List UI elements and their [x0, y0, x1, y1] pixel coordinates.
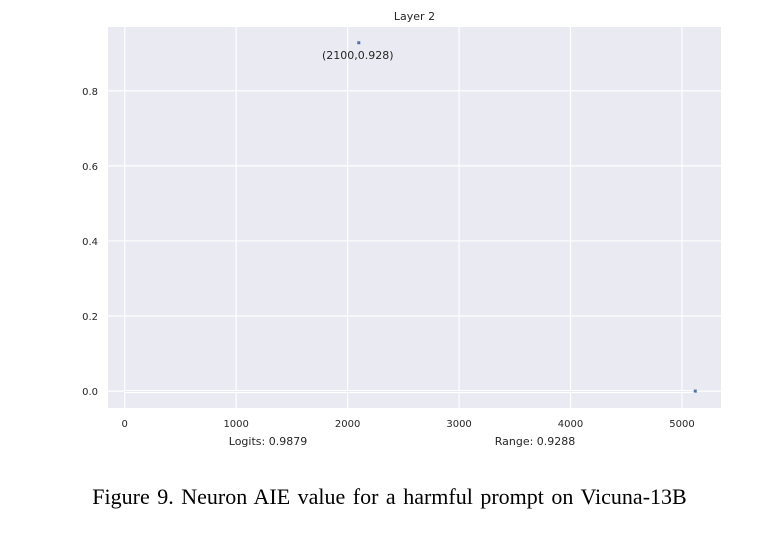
y-tick-label: 0.2 — [82, 312, 98, 323]
peak-annotation: (2100,0.928) — [322, 49, 394, 62]
x-tick-label: 4000 — [558, 419, 583, 430]
figure-caption: Figure 9. Neuron AIE value for a harmful… — [92, 484, 687, 509]
y-tick-label: 0.0 — [82, 387, 98, 398]
data-series — [124, 41, 697, 394]
chart-title: Layer 2 — [394, 10, 435, 23]
x-tick-label: 1000 — [223, 419, 248, 430]
x-tick-label: 3000 — [446, 419, 471, 430]
y-tick-label: 0.6 — [82, 162, 98, 173]
logits-note: Logits: 0.9879 — [229, 435, 307, 448]
x-tick-label: 0 — [122, 419, 128, 430]
data-point — [693, 389, 697, 393]
data-point — [357, 41, 361, 45]
y-tick-labels: 0.0 0.2 0.4 0.6 0.8 — [82, 87, 98, 398]
y-tick-label: 0.8 — [82, 87, 98, 98]
x-tick-label: 2000 — [335, 419, 360, 430]
plot-area — [108, 27, 721, 408]
range-note: Range: 0.9288 — [495, 435, 576, 448]
x-tick-labels: 0 1000 2000 3000 4000 5000 — [122, 419, 695, 430]
y-tick-label: 0.4 — [82, 237, 98, 248]
x-tick-label: 5000 — [669, 419, 694, 430]
